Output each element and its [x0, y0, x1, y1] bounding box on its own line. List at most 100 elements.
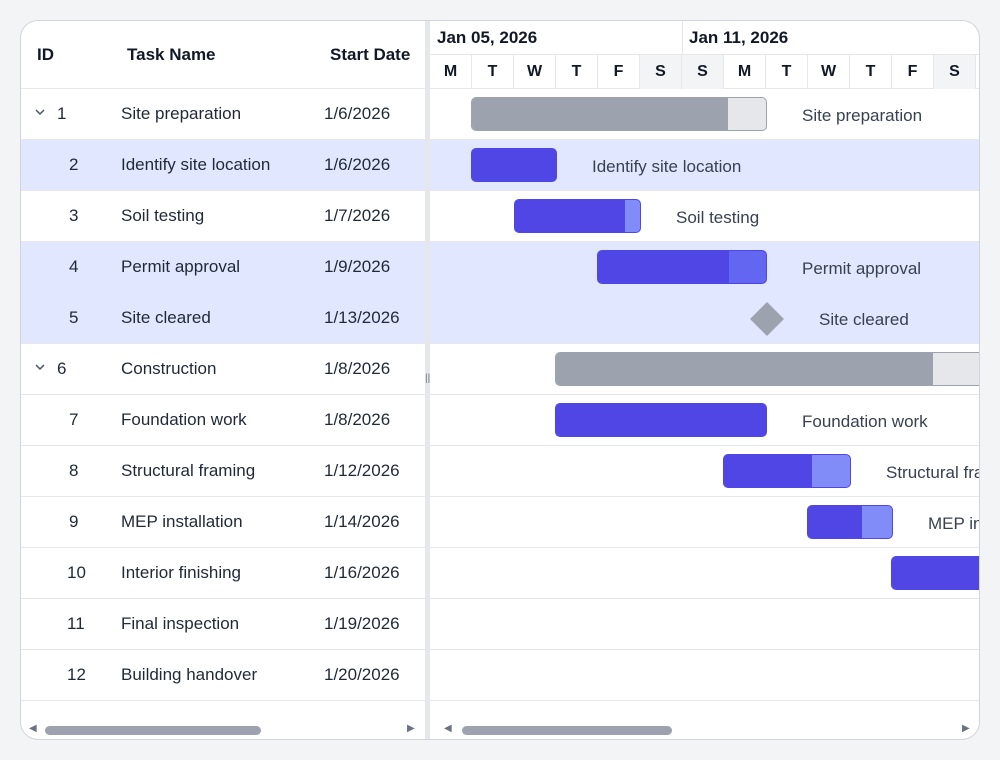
day-label: T [472, 55, 514, 89]
chart-row [430, 395, 979, 446]
row-task-name: Final inspection [121, 614, 240, 633]
day-label: T [556, 55, 598, 89]
scroll-left-arrow-icon[interactable]: ◀ [29, 723, 37, 734]
chart-horizontal-scrollbar[interactable]: ◀ ▶ [430, 721, 979, 739]
week-label: Jan 11, 2026 [689, 28, 789, 47]
table-row[interactable]: 8 Structural framing 1/12/2026 [21, 446, 425, 497]
row-id: 8 [69, 461, 79, 480]
row-task-name: Structural framing [121, 461, 256, 480]
table-row[interactable]: 3 Soil testing 1/7/2026 [21, 191, 425, 242]
row-task-name: MEP installation [121, 512, 243, 531]
bar-progress [472, 98, 728, 130]
chart-row [430, 191, 979, 242]
pane-splitter[interactable] [425, 21, 430, 739]
row-start-date: 1/8/2026 [324, 410, 391, 429]
column-header-id[interactable]: ID [37, 45, 54, 64]
chart-row [430, 548, 979, 599]
row-id: 5 [69, 308, 79, 327]
timeline-day-header: M T W T F S S M T W T F S [430, 55, 979, 89]
summary-bar[interactable] [555, 352, 979, 386]
bar-progress [556, 404, 766, 436]
row-start-date: 1/13/2026 [324, 308, 400, 327]
scroll-left-arrow-icon[interactable]: ◀ [444, 723, 452, 734]
row-id: 12 [67, 665, 86, 684]
row-start-date: 1/20/2026 [324, 665, 400, 684]
week-divider [682, 21, 683, 55]
bar-label: Site preparation [802, 106, 923, 125]
chart-row [430, 344, 979, 395]
day-label: F [598, 55, 640, 89]
row-task-name: Site preparation [121, 104, 242, 123]
day-label: F [892, 55, 934, 89]
task-bar[interactable] [891, 556, 979, 590]
day-label: W [514, 55, 556, 89]
table-row[interactable]: 11 Final inspection 1/19/2026 [21, 599, 425, 650]
row-start-date: 1/7/2026 [324, 206, 391, 225]
splitter-grip-icon[interactable]: || [425, 373, 431, 384]
bar-label: Permit approval [802, 259, 922, 278]
scroll-right-arrow-icon[interactable]: ▶ [962, 723, 970, 734]
row-start-date: 1/6/2026 [324, 104, 391, 123]
row-id: 11 [67, 614, 85, 633]
bar-label: Structural framing [886, 463, 979, 482]
row-task-name: Construction [121, 359, 217, 378]
bar-progress [556, 353, 933, 385]
row-id: 7 [69, 410, 79, 429]
task-bar[interactable] [807, 505, 893, 539]
scrollbar-thumb[interactable] [462, 726, 672, 735]
row-task-name: Building handover [121, 665, 258, 684]
column-header-task-name[interactable]: Task Name [127, 45, 216, 64]
row-task-name: Permit approval [121, 257, 241, 276]
bar-label: Foundation work [802, 412, 928, 431]
table-row[interactable]: 9 MEP installation 1/14/2026 [21, 497, 425, 548]
row-id: 9 [69, 512, 79, 531]
row-start-date: 1/19/2026 [324, 614, 400, 633]
column-header-start-date[interactable]: Start Date [330, 45, 411, 64]
bar-label: MEP installation [928, 514, 979, 533]
day-label: S [640, 55, 682, 89]
timeline-week-header: Jan 05, 2026 Jan 11, 2026 [430, 21, 979, 55]
task-bar[interactable] [555, 403, 767, 437]
grid-horizontal-scrollbar[interactable]: ◀ ▶ [21, 721, 425, 739]
table-row[interactable]: 7 Foundation work 1/8/2026 [21, 395, 425, 446]
row-task-name: Foundation work [121, 410, 247, 429]
task-bar[interactable] [597, 250, 767, 284]
bar-progress [808, 506, 862, 538]
table-row[interactable]: 12 Building handover 1/20/2026 [21, 650, 425, 701]
row-task-name: Identify site location [121, 155, 271, 174]
week-label: Jan 05, 2026 [437, 28, 538, 47]
task-bar[interactable] [723, 454, 851, 488]
task-bar[interactable] [514, 199, 641, 233]
row-id: 10 [67, 563, 86, 582]
row-id: 4 [69, 257, 79, 276]
table-row[interactable]: 10 Interior finishing 1/16/2026 [21, 548, 425, 599]
table-row[interactable]: 6 Construction 1/8/2026 [21, 344, 425, 395]
gantt-card: ID Task Name Start Date 1 Site preparati… [20, 20, 980, 740]
bar-progress [515, 200, 625, 232]
bar-progress [598, 251, 730, 283]
table-row[interactable]: 4 Permit approval 1/9/2026 [21, 242, 425, 293]
table-row[interactable]: 1 Site preparation 1/6/2026 [21, 89, 425, 140]
scroll-right-arrow-icon[interactable]: ▶ [407, 723, 415, 734]
chart-row [430, 599, 979, 650]
bar-label: Soil testing [676, 208, 760, 227]
row-start-date: 1/16/2026 [324, 563, 400, 582]
scrollbar-thumb[interactable] [45, 726, 261, 735]
row-task-name: Soil testing [121, 206, 205, 225]
chevron-down-icon[interactable] [35, 362, 45, 372]
table-row[interactable]: 2 Identify site location 1/6/2026 [21, 140, 425, 191]
bar-label: Identify site location [592, 157, 742, 176]
row-id: 6 [57, 359, 67, 378]
row-id: 1 [57, 104, 67, 123]
row-start-date: 1/12/2026 [324, 461, 400, 480]
table-row[interactable]: 5 Site cleared 1/13/2026 [21, 293, 425, 344]
day-label: M [724, 55, 766, 89]
summary-bar[interactable] [471, 97, 767, 131]
day-label: S [682, 55, 724, 89]
task-bar[interactable] [471, 148, 557, 182]
row-task-name: Site cleared [121, 308, 211, 327]
row-start-date: 1/14/2026 [324, 512, 400, 531]
chevron-down-icon[interactable] [35, 107, 45, 117]
day-label: W [808, 55, 850, 89]
row-id: 3 [69, 206, 79, 225]
